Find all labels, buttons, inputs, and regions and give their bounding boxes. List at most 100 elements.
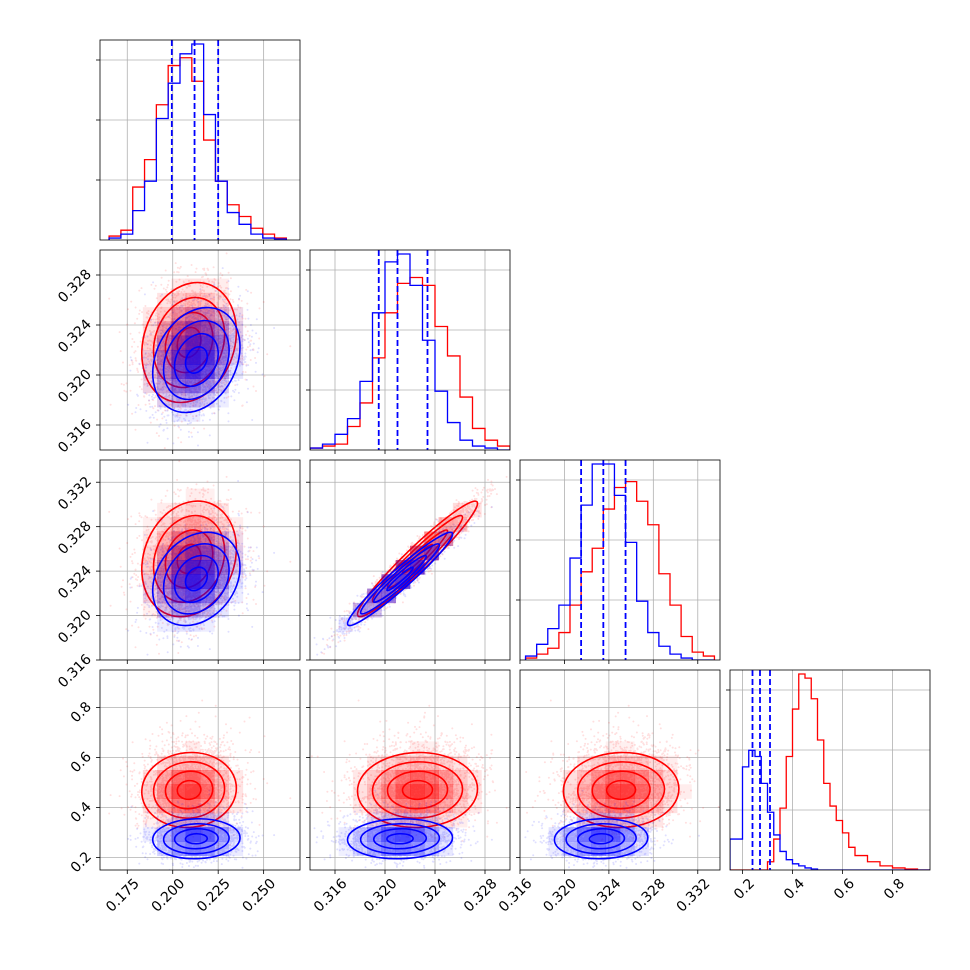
scatter-point [154, 373, 157, 376]
scatter-point [160, 360, 162, 363]
scatter-point [193, 381, 196, 384]
scatter-point [175, 306, 178, 308]
scatter-point [119, 350, 122, 353]
scatter-point [262, 301, 265, 303]
scatter-point [177, 290, 180, 293]
scatter-point [149, 344, 152, 347]
scatter-point [129, 600, 132, 603]
density-cell-blue [171, 364, 187, 379]
scatter-point [170, 314, 173, 317]
scatter-point [246, 290, 249, 293]
scatter-point [222, 355, 225, 358]
scatter-point [244, 371, 247, 374]
scatter-point [161, 342, 164, 345]
scatter-point [154, 405, 156, 408]
scatter-point [180, 304, 182, 307]
scatter-point [245, 401, 248, 404]
scatter-point [214, 318, 217, 321]
scatter-point [165, 419, 168, 422]
scatter-point [126, 323, 129, 326]
scatter-point [167, 315, 170, 318]
scatter-point [202, 295, 205, 298]
density-cell-blue [200, 307, 215, 322]
scatter-point [196, 300, 199, 303]
scatter-point [168, 379, 171, 382]
scatter-point [162, 339, 165, 341]
scatter-point [162, 326, 165, 329]
scatter-point [218, 295, 221, 298]
scatter-point [243, 338, 246, 341]
scatter-point [140, 358, 143, 361]
scatter-point [236, 349, 239, 352]
scatter-point [227, 420, 230, 423]
scatter-point [168, 351, 171, 354]
scatter-point [243, 356, 246, 359]
scatter-point [215, 356, 218, 359]
scatter-point [219, 345, 222, 348]
scatter-point [143, 341, 146, 344]
scatter-point [202, 283, 205, 286]
scatter-point [175, 294, 178, 297]
scatter-point [154, 284, 157, 287]
scatter-point [218, 375, 221, 378]
scatter-point [213, 389, 216, 392]
scatter-point [185, 309, 188, 312]
scatter-point [210, 305, 213, 307]
scatter-point [152, 281, 155, 284]
scatter-point [138, 362, 141, 365]
scatter-point [167, 279, 170, 282]
scatter-point [197, 234, 199, 236]
scatter-point [208, 304, 211, 307]
scatter-point [122, 361, 124, 364]
scatter-point [135, 574, 138, 577]
scatter-point [215, 387, 218, 390]
scatter-point [217, 338, 220, 341]
scatter-point [228, 322, 231, 325]
scatter-point [229, 277, 232, 280]
scatter-point [231, 298, 234, 301]
scatter-point [134, 357, 137, 360]
scatter-point [198, 310, 201, 313]
scatter-point [152, 324, 155, 327]
scatter-point [173, 309, 176, 312]
scatter-point [138, 331, 141, 334]
scatter-point [167, 365, 170, 368]
panel-frame-0-0 [99, 39, 301, 241]
scatter-point [193, 318, 196, 321]
scatter-point [219, 341, 222, 344]
scatter-point [196, 316, 199, 319]
scatter-point [215, 319, 218, 322]
scatter-point [161, 327, 164, 330]
scatter-point [185, 316, 188, 319]
scatter-point [146, 355, 149, 358]
scatter-point [225, 498, 228, 501]
scatter-point [226, 302, 229, 305]
scatter-point [216, 333, 219, 336]
panel-0-0 [96, 39, 301, 244]
scatter-point [249, 324, 252, 326]
scatter-point [217, 306, 220, 308]
scatter-point [123, 389, 126, 392]
scatter-point [178, 246, 180, 248]
scatter-point [147, 339, 150, 342]
scatter-point [230, 352, 233, 355]
scatter-point [133, 572, 136, 575]
scatter-point [179, 378, 182, 381]
scatter-point [174, 313, 176, 316]
scatter-point [167, 341, 170, 344]
scatter-point [180, 441, 183, 444]
scatter-point [151, 413, 154, 416]
scatter-point [258, 307, 261, 310]
scatter-point [184, 297, 187, 300]
scatter-point [237, 238, 239, 240]
scatter-point [231, 510, 234, 513]
scatter-point [150, 318, 153, 321]
scatter-point [213, 412, 216, 415]
scatter-point [147, 352, 150, 355]
scatter-point [244, 317, 247, 320]
scatter-point [188, 436, 190, 438]
scatter-point [244, 553, 247, 556]
scatter-point [179, 414, 182, 417]
